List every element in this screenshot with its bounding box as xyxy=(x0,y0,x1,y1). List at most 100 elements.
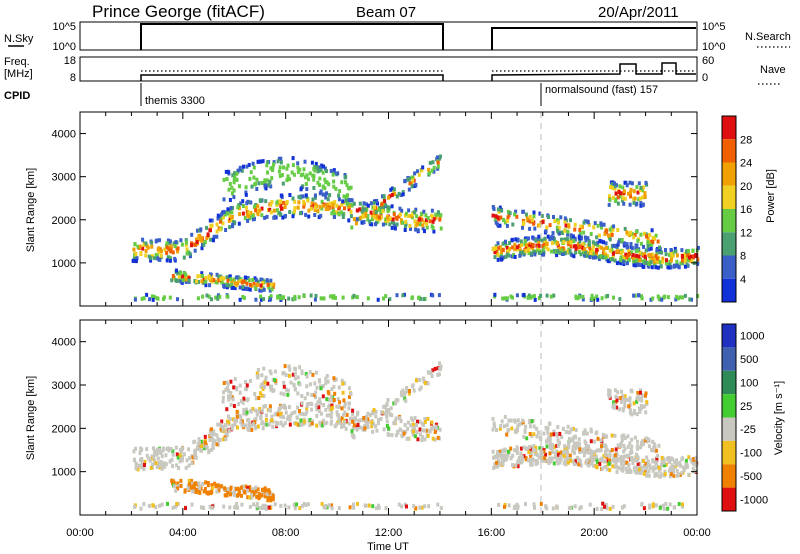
velocity-cell xyxy=(304,372,308,376)
power-cell xyxy=(527,251,531,256)
velocity-cell xyxy=(140,447,144,452)
velocity-cell xyxy=(530,462,534,467)
power-cell xyxy=(237,203,241,208)
freq-segment-2 xyxy=(491,62,696,81)
power-cell xyxy=(366,217,370,222)
power-cell xyxy=(372,200,376,205)
velocity-cell xyxy=(538,446,542,451)
power-cell xyxy=(436,164,440,169)
power-cell xyxy=(231,173,235,178)
velocity-cell xyxy=(322,505,326,510)
velocity-cell xyxy=(367,503,371,508)
colorbar-swatch xyxy=(722,116,736,140)
cpid-mode-2: normalsound (fast) 157 xyxy=(545,84,658,96)
power-cell xyxy=(611,227,615,232)
velocity-cell xyxy=(246,495,250,500)
velocity-cell xyxy=(340,416,344,421)
power-cell xyxy=(639,241,643,246)
velocity-cell xyxy=(539,501,543,506)
velocity-cell xyxy=(532,432,536,437)
velocity-cell xyxy=(337,506,341,511)
velocity-cell xyxy=(320,501,324,506)
velocity-cell xyxy=(571,426,575,431)
power-cell xyxy=(524,249,528,254)
velocity-cell xyxy=(625,460,629,465)
power-cell xyxy=(631,256,635,261)
power-cell xyxy=(285,178,289,183)
velocity-cell xyxy=(627,454,631,459)
velocity-cell xyxy=(694,460,698,465)
velocity-cell xyxy=(694,456,698,461)
power-cell xyxy=(656,294,660,299)
power-cell xyxy=(278,165,282,170)
power-cell xyxy=(235,275,239,280)
power-cell xyxy=(270,287,274,292)
power-cell xyxy=(370,222,374,227)
velocity-cell xyxy=(251,422,255,427)
power-cell xyxy=(582,230,586,235)
power-cell xyxy=(283,214,287,219)
velocity-cell xyxy=(495,428,499,432)
velocity-cell xyxy=(558,431,562,436)
power-cell xyxy=(334,295,337,300)
power-cell xyxy=(424,213,428,218)
power-cell xyxy=(265,278,269,283)
power-cell xyxy=(621,254,625,259)
power-cell xyxy=(198,237,202,242)
velocity-cell xyxy=(288,367,292,372)
power-cell xyxy=(271,165,275,170)
power-cell xyxy=(664,248,667,252)
velocity-cell xyxy=(362,416,366,420)
velocity-cell xyxy=(408,389,411,393)
velocity-cell xyxy=(651,458,655,462)
velocity-cell xyxy=(276,412,280,417)
power-cell xyxy=(590,296,594,301)
power-cell xyxy=(420,217,424,222)
velocity-cell xyxy=(286,388,290,393)
power-cell xyxy=(438,217,442,222)
velocity-cell xyxy=(184,506,187,511)
power-cell xyxy=(238,297,242,302)
velocity-cell xyxy=(690,460,694,465)
velocity-cell xyxy=(256,368,260,372)
power-cell xyxy=(254,181,257,186)
velocity-cell xyxy=(374,414,378,419)
power-cell xyxy=(374,222,377,227)
power-cell xyxy=(209,237,213,242)
power-cell xyxy=(171,274,175,278)
velocity-cell xyxy=(644,471,648,476)
velocity-cell xyxy=(519,446,523,451)
velocity-cell xyxy=(669,456,673,461)
velocity-cell xyxy=(545,506,549,511)
velocity-cell xyxy=(279,391,283,396)
power-cell xyxy=(658,245,662,250)
velocity-cell xyxy=(374,506,378,511)
power-cell xyxy=(653,259,657,264)
power-cell xyxy=(504,254,508,259)
power-cell xyxy=(355,218,359,223)
velocity-cell xyxy=(639,388,642,393)
power-cell xyxy=(244,190,248,195)
colorbar-swatch xyxy=(722,324,736,348)
velocity-cell xyxy=(200,505,204,510)
power-cell xyxy=(501,296,505,301)
power-cell xyxy=(664,261,668,266)
power-cell xyxy=(381,205,384,210)
velocity-cell xyxy=(210,483,214,488)
power-cell xyxy=(672,264,676,269)
velocity-cell xyxy=(375,428,379,433)
power-cell xyxy=(244,205,248,210)
power-cell xyxy=(506,209,510,214)
velocity-cell xyxy=(573,459,577,464)
power-cell xyxy=(142,242,146,247)
power-cell xyxy=(548,223,552,228)
power-cell xyxy=(258,198,262,203)
power-cell xyxy=(318,204,322,209)
power-cell xyxy=(576,241,580,246)
velocity-cell xyxy=(173,504,177,509)
velocity-cell xyxy=(300,369,304,374)
power-cell xyxy=(583,247,587,251)
power-cell xyxy=(369,201,373,206)
